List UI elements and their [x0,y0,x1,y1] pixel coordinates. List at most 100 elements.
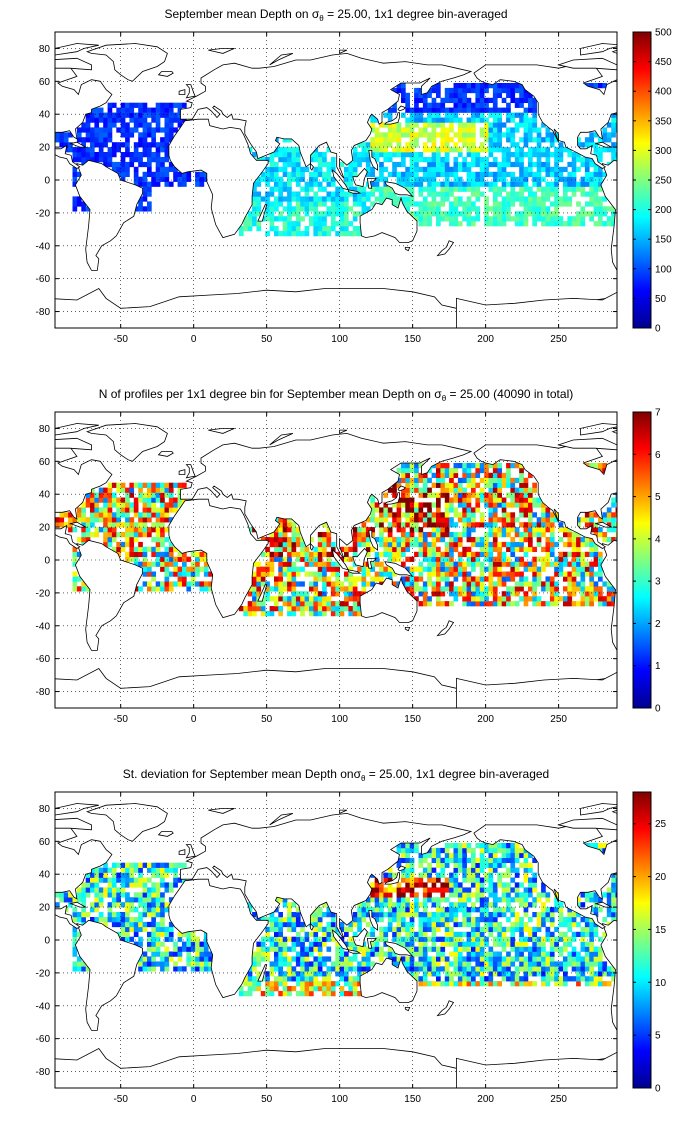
data-cell [414,463,419,469]
data-cell [414,976,419,982]
data-cell [427,176,432,182]
data-cell [545,196,551,202]
data-cell [68,517,73,523]
data-cell [440,556,446,562]
data-cell [431,586,437,592]
data-cell [186,586,192,592]
data-cell [370,512,375,518]
data-cell [344,231,349,237]
data-cell [598,463,603,469]
data-cell [593,147,599,153]
data-cell [151,917,156,923]
data-cell [541,517,546,523]
data-cell [497,956,502,962]
data-cell [501,472,507,479]
data-cell [300,596,305,602]
data-cell [449,941,454,947]
data-cell [453,887,459,893]
data-cell [352,161,358,168]
data-cell [352,532,358,538]
data-cell [155,517,161,523]
data-cell [81,917,86,923]
coastlines-2 [55,423,617,708]
data-cell [427,117,432,123]
data-cell [501,201,507,207]
data-cell [453,201,459,207]
data-cell [151,117,156,123]
data-cell [479,537,485,543]
data-cell [247,986,253,992]
data-cell [304,986,310,992]
data-cell [506,976,511,982]
data-cell [405,532,410,538]
data-cell [466,186,472,192]
data-cell [484,196,489,202]
data-cell [519,586,524,592]
data-cell [427,132,432,138]
data-cell [427,492,432,498]
data-cell [295,147,301,153]
data-cell [466,857,472,864]
data-cell [348,606,354,612]
colorbar-tick-label: 0 [655,324,661,335]
data-cell [528,487,533,493]
data-cell [414,161,419,168]
data-cell [523,497,529,503]
data-cell [462,157,467,163]
data-cell [269,921,275,928]
data-cell [339,951,345,957]
data-cell [76,961,82,967]
data-cell [147,961,152,967]
data-cell [129,551,135,558]
data-cell [453,872,459,878]
data-cell [274,921,279,928]
data-cell [492,561,498,567]
data-cell [317,551,323,558]
data-cell [274,532,279,538]
data-cell [177,122,183,128]
data-cell [72,166,78,173]
data-cell [602,147,608,153]
data-cell [431,166,437,173]
data-cell [593,142,599,148]
data-cell [90,517,95,523]
data-cell [528,472,533,479]
data-cell [330,196,336,202]
data-cell [72,936,78,942]
data-cell [528,152,533,158]
data-cell [203,931,209,938]
data-cell [256,971,262,977]
data-cell [348,936,354,942]
data-cell [256,601,262,607]
data-cell [155,112,161,118]
data-cell [510,112,516,118]
landmass [473,442,617,549]
data-cell [274,966,279,972]
data-cell [440,907,446,913]
data-cell [418,157,424,163]
data-cell [120,882,126,888]
data-cell [414,961,419,967]
data-cell [545,512,551,518]
data-cell [278,231,283,237]
data-cell [523,546,529,553]
data-cell [125,541,130,548]
data-cell [444,541,450,548]
data-cell [142,951,148,957]
data-cell [199,551,205,558]
data-cell [475,971,481,977]
data-cell [457,122,463,128]
data-cell [449,477,454,484]
data-cell [576,221,581,227]
colorbar-tick-label: 450 [655,57,672,68]
data-cell [396,537,402,543]
data-cell [475,576,481,582]
data-cell [295,991,301,997]
data-cell [436,117,441,123]
data-cell [409,872,415,878]
data-cell [90,902,95,908]
data-cell [484,467,489,474]
data-cell [177,581,183,587]
data-cell [405,472,410,479]
data-cell [361,566,367,572]
